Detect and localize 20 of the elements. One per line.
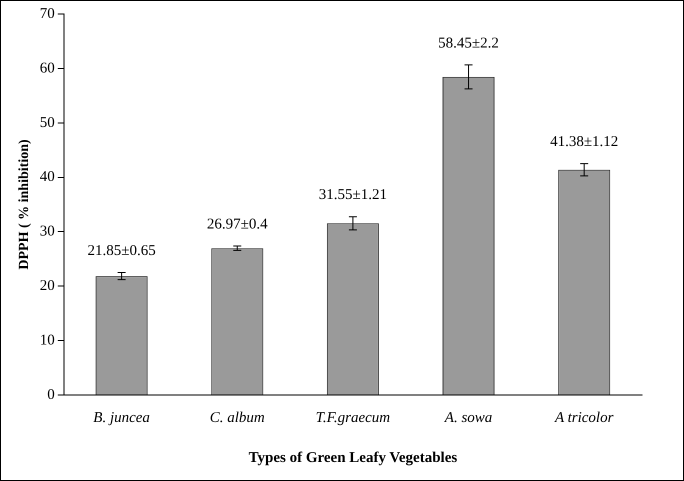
y-tick-label: 50 [40, 114, 55, 131]
y-tick-label: 70 [40, 6, 55, 22]
x-tick-label: C. album [210, 410, 265, 426]
data-label: 31.55±1.21 [318, 187, 388, 204]
data-label: 41.38±1.12 [550, 134, 618, 150]
y-tick-label: 30 [40, 224, 55, 240]
x-tick-label: B. juncea [93, 410, 150, 426]
x-tick-label: T.F.graecum [316, 410, 390, 426]
x-tick-label: A. sowa [444, 410, 492, 426]
y-tick-label: 0 [47, 386, 55, 403]
y-tick-label: 40 [40, 169, 55, 186]
y-tick-label: 60 [40, 60, 55, 76]
y-tick-label: 20 [40, 278, 55, 294]
x-axis-title: Types of Green Leafy Vegetables [248, 450, 458, 466]
x-tick-label: A tricolor [554, 410, 614, 426]
y-tick-label: 10 [40, 332, 55, 349]
data-label: 58.45±2.2 [438, 35, 499, 52]
data-label: 21.85±0.65 [88, 242, 156, 259]
y-axis-title: DPPH ( % inhibition) [17, 139, 32, 270]
data-label: 26.97±0.4 [206, 216, 268, 232]
